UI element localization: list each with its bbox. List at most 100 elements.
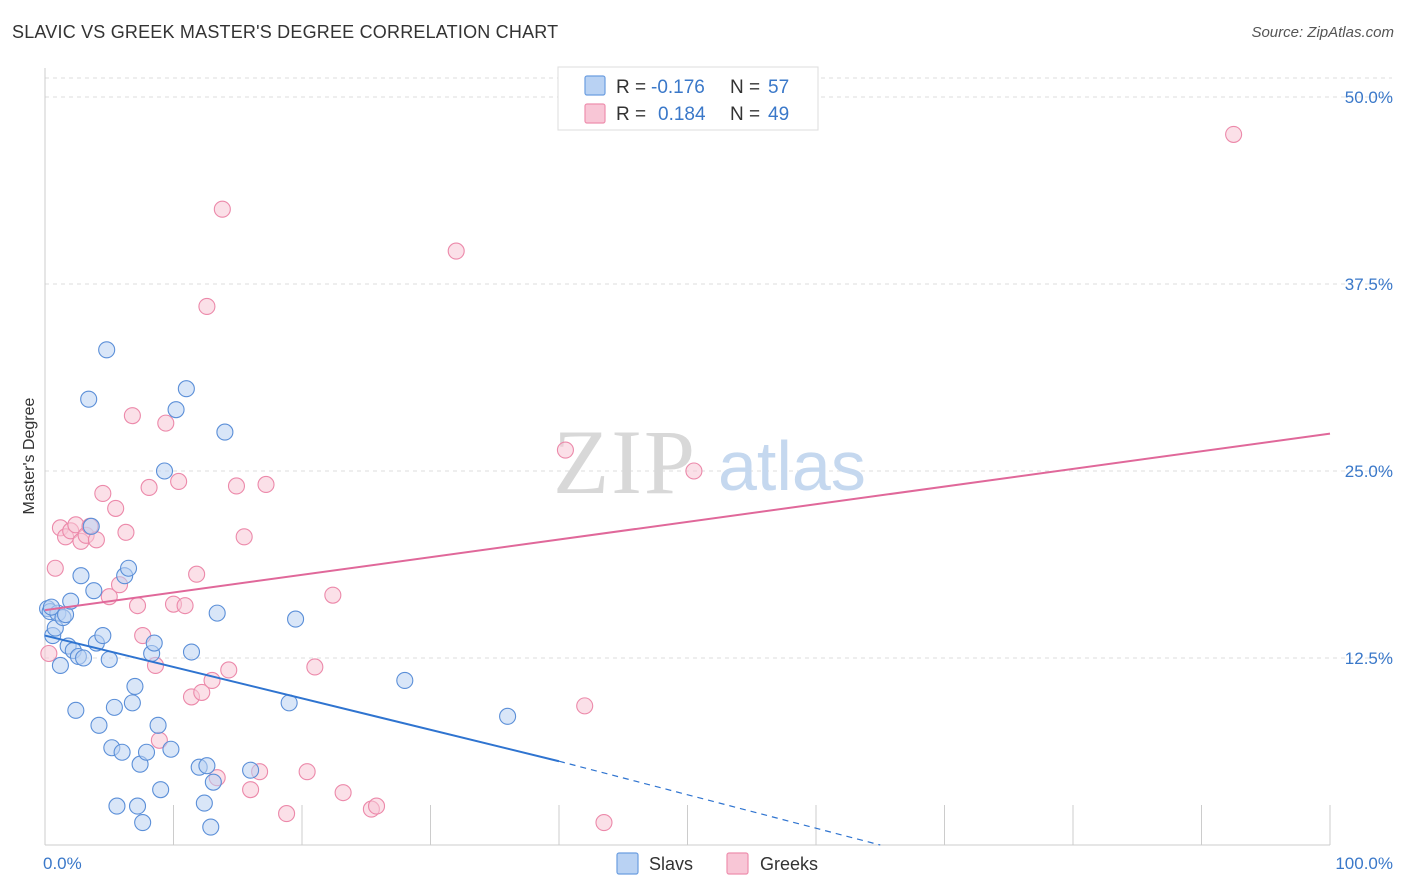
slavs-point [75, 649, 93, 667]
greeks-point [227, 477, 246, 495]
slavs-point [134, 814, 152, 832]
slavs-point [155, 462, 174, 480]
legend-n-label-slavs: N = [730, 77, 760, 98]
bottom-legend-label-greeks: Greeks [760, 854, 818, 874]
watermark: ZIP atlas [553, 411, 866, 513]
slavs-point [242, 761, 260, 779]
legend-r-value-greeks: 0.184 [658, 104, 706, 125]
slavs-point [119, 559, 138, 577]
greeks-point [170, 472, 188, 491]
slavs-point [499, 707, 517, 725]
greeks-point [306, 658, 324, 676]
legend-n-label-greeks: N = [730, 104, 760, 125]
slavs-trend-extension [558, 760, 881, 846]
slavs-point [94, 627, 112, 645]
slavs-point [123, 694, 141, 712]
slavs-trend-line [44, 634, 560, 763]
bottom-legend-swatch-slavs [616, 852, 639, 875]
slavs-point [126, 677, 144, 695]
greeks-point [685, 462, 703, 480]
bottom-legend: Slavs Greeks [616, 852, 818, 875]
greeks-point [576, 697, 594, 715]
greeks-point [46, 559, 64, 577]
watermark-atlas: atlas [718, 427, 866, 505]
slavs-point [113, 743, 131, 761]
greeks-point [235, 528, 253, 546]
slavs-point [137, 743, 156, 761]
slavs-point [145, 634, 163, 652]
greeks-point [257, 475, 275, 494]
greeks-point [298, 763, 316, 781]
slavs-point [202, 818, 220, 836]
greeks-trend-line [44, 432, 1331, 612]
axis-layer: 12.5% 25.0% 37.5% 50.0% 0.0% 100.0% [43, 68, 1393, 873]
slavs-point [195, 794, 213, 812]
watermark-zip: ZIP [553, 411, 697, 513]
slavs-point [216, 423, 234, 441]
chart-title: SLAVIC VS GREEK MASTER'S DEGREE CORRELAT… [12, 22, 559, 42]
legend-n-value-greeks: 49 [768, 104, 789, 125]
grid-layer [45, 77, 1392, 659]
greeks-point [367, 797, 386, 815]
slavs-point [177, 380, 195, 398]
bottom-legend-swatch-greeks [726, 852, 749, 875]
slavs-point [152, 781, 170, 799]
slavs-point [208, 604, 226, 622]
greeks-point [1225, 125, 1243, 143]
greeks-point [188, 565, 206, 583]
trend-layer [44, 432, 1331, 846]
greeks-point [193, 683, 211, 701]
slavs-point [105, 698, 123, 716]
greeks-point [40, 644, 58, 663]
slavs-point [51, 656, 69, 675]
greeks-point [128, 597, 147, 615]
slavs-point [67, 701, 85, 719]
slavs-point [287, 610, 305, 628]
greeks-point [595, 814, 613, 832]
slavs-point [85, 582, 103, 600]
slavs-point [204, 773, 222, 791]
greeks-point [334, 784, 352, 802]
legend-r-label-greeks: R = [616, 104, 646, 125]
legend-swatch-slavs [584, 75, 606, 96]
greeks-point [140, 478, 158, 497]
greeks-point [278, 805, 296, 823]
slavs-point [128, 797, 147, 815]
greeks-point [157, 414, 175, 432]
greeks-point [447, 242, 465, 260]
legend: R = -0.176 N = 57 R = 0.184 N = 49 [557, 66, 819, 131]
slavs-point [82, 517, 100, 535]
greeks-point [198, 297, 216, 315]
slavs-point [100, 650, 118, 669]
legend-r-value-slavs: -0.176 [651, 77, 705, 98]
greeks-point [176, 597, 194, 615]
slavs-point [167, 401, 185, 419]
slavs-point [72, 567, 90, 585]
greeks-point [213, 200, 231, 218]
greeks-point [220, 661, 238, 679]
chart-source: Source: ZipAtlas.com [1251, 24, 1394, 41]
slavs-point [90, 716, 108, 734]
slavs-point [162, 740, 180, 758]
bottom-legend-label-slavs: Slavs [649, 854, 693, 874]
slavs-point [182, 643, 201, 661]
greeks-point [556, 441, 574, 459]
legend-swatch-greeks [584, 103, 606, 124]
slavs-point [396, 671, 414, 689]
y-axis-label: Master's Degree [21, 397, 38, 514]
greeks-point [123, 407, 141, 425]
slavs-point [98, 341, 116, 359]
slavs-point [80, 390, 98, 408]
slavs-point [198, 757, 216, 775]
greeks-point [324, 586, 342, 604]
greeks-point [94, 484, 112, 502]
legend-n-value-slavs: 57 [768, 77, 789, 98]
y-tick-label: 50.0% [1345, 88, 1393, 107]
greeks-point [242, 781, 260, 799]
greeks-point [117, 523, 135, 541]
y-tick-label: 12.5% [1345, 649, 1393, 668]
y-tick-label: 25.0% [1345, 462, 1393, 481]
greeks-point [107, 499, 125, 517]
x-tick-label: 0.0% [43, 854, 82, 873]
